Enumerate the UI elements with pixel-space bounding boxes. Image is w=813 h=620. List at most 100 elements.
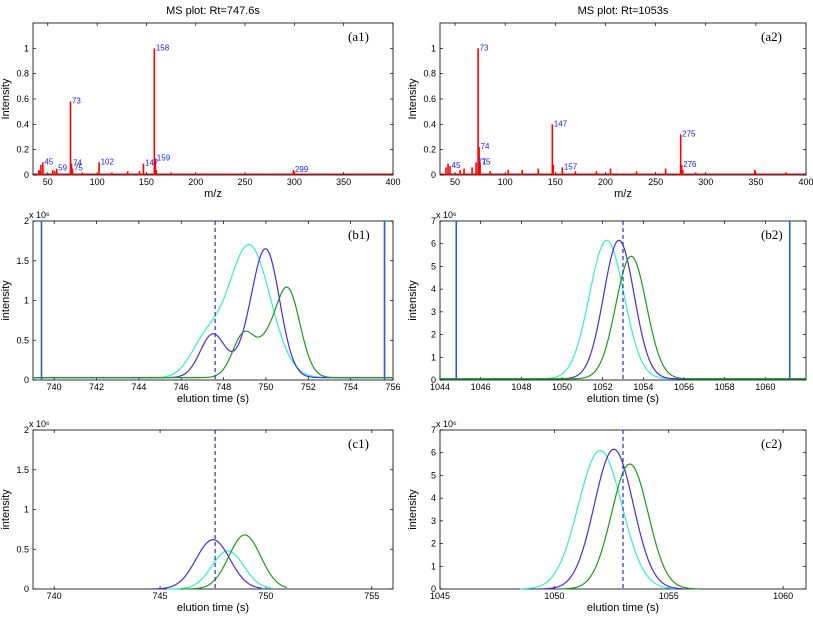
- x-tick-label: 300: [698, 177, 713, 187]
- plot-area-b1: [32, 220, 394, 381]
- peak-label: 73: [480, 43, 489, 52]
- x-tick-label: 1052: [593, 382, 613, 392]
- y-exponent-label: x 10⁶: [29, 419, 50, 429]
- y-tick-label: 0: [431, 375, 436, 385]
- x-tick-label: 200: [598, 177, 613, 187]
- y-tick-label: 0.6: [16, 94, 29, 104]
- x-tick-label: 150: [139, 177, 154, 187]
- peak-label: 75: [74, 164, 83, 173]
- series-line-green: [561, 463, 699, 590]
- x-tick-label: 300: [287, 177, 302, 187]
- x-tick-label: 50: [43, 177, 53, 187]
- chart-b1: 740 742 744 746 748 750 752 754 756 0 0.5 1 1.5 2 elut…: [0, 210, 401, 405]
- x-tick-label: 754: [343, 382, 358, 392]
- peak-label: 45: [44, 157, 53, 166]
- series-line-green: [33, 286, 393, 379]
- y-tick-label: 0.5: [16, 544, 29, 554]
- y-tick-label: 0.2: [423, 145, 436, 155]
- x-tick-label: 752: [301, 382, 316, 392]
- y-exponent-label: x 10⁶: [436, 419, 457, 429]
- peak-label: 73: [72, 97, 81, 106]
- x-tick-label: 746: [174, 382, 189, 392]
- x-tick-label: 250: [648, 177, 663, 187]
- peak-label: 71: [478, 157, 487, 166]
- x-tick-label: 1060: [773, 591, 793, 601]
- y-axis-label: intensity: [407, 489, 419, 530]
- x-axis-label: elution time (s): [177, 602, 249, 614]
- series-line-cyan: [520, 449, 676, 590]
- plot-area-c1: [32, 429, 394, 590]
- peak-label: 299: [295, 165, 309, 174]
- x-tick-label: 1050: [544, 591, 564, 601]
- y-tick-label: 4: [431, 284, 436, 294]
- peak-label: 59: [58, 164, 67, 173]
- x-tick-label: 1044: [430, 382, 450, 392]
- y-tick-label: 2: [24, 425, 29, 435]
- y-tick-label: 0.5: [16, 335, 29, 345]
- y-tick-label: 0: [24, 584, 29, 594]
- y-tick-label: 3: [431, 516, 436, 526]
- x-tick-label: 100: [498, 177, 513, 187]
- x-tick-label: 250: [238, 177, 253, 187]
- x-axis-label: m/z: [204, 188, 222, 200]
- y-tick-label: 2: [24, 216, 29, 226]
- peak-label: 45: [452, 161, 461, 170]
- peak-label: 102: [101, 157, 115, 166]
- y-tick-label: 6: [431, 448, 436, 458]
- y-axis-label: Intensity: [0, 78, 12, 119]
- y-tick-label: 1.5: [16, 256, 29, 266]
- y-tick-label: 2: [431, 539, 436, 549]
- x-tick-label: 400: [798, 177, 813, 187]
- x-axis-label: elution time (s): [177, 393, 249, 405]
- y-tick-label: 0.2: [16, 145, 29, 155]
- series-line-cyan: [166, 550, 273, 590]
- panel-tag-c1: (c1): [348, 436, 369, 451]
- peak-label: 158: [156, 43, 170, 52]
- y-tick-label: 6: [431, 239, 436, 249]
- peak-label: 276: [683, 160, 697, 169]
- peak-label: 75: [482, 157, 491, 166]
- x-axis-label: elution time (s): [587, 393, 659, 405]
- x-tick-label: 350: [748, 177, 763, 187]
- series-line-green: [181, 534, 288, 590]
- x-tick-label: 50: [450, 177, 460, 187]
- y-tick-label: 2: [431, 330, 436, 340]
- y-tick-label: 7: [431, 425, 436, 435]
- y-tick-label: 0: [431, 584, 436, 594]
- peak-label: 74: [481, 142, 490, 151]
- plot-area-a2: [439, 22, 807, 176]
- peak-label: 74: [73, 159, 82, 168]
- y-axis-label: intensity: [0, 489, 12, 530]
- x-tick-label: 1055: [659, 591, 679, 601]
- y-tick-label: 4: [431, 493, 436, 503]
- chart-c2: 1045 1050 1055 1060 0 1 2 3 4 5 6 7 elution time (s)…: [407, 419, 807, 614]
- x-tick-label: 1054: [633, 382, 653, 392]
- x-tick-label: 100: [90, 177, 105, 187]
- panel-tag-a1: (a1): [348, 29, 369, 44]
- y-tick-label: 0.4: [16, 119, 29, 129]
- x-tick-label: 750: [258, 591, 273, 601]
- y-tick-label: 5: [431, 261, 436, 271]
- x-tick-label: 755: [364, 591, 379, 601]
- chart-c1: 740 745 750 755 0 0.5 1 1.5 2 elution time (s) int…: [0, 419, 394, 614]
- x-tick-label: 200: [188, 177, 203, 187]
- panel-tag-b1: (b1): [348, 227, 370, 242]
- x-tick-label: 1056: [674, 382, 694, 392]
- y-tick-label: 1: [431, 352, 436, 362]
- x-tick-label: 742: [89, 382, 104, 392]
- peak-label: 147: [145, 159, 159, 168]
- x-tick-label: 1060: [755, 382, 775, 392]
- y-tick-label: 0: [431, 170, 436, 180]
- y-tick-label: 0.6: [423, 94, 436, 104]
- y-tick-label: 0.8: [16, 69, 29, 79]
- chart-b2: 1044 1046 1048 1050 1052 1054 1056 1058 1060 0 1 2 3…: [407, 210, 807, 405]
- peak-label: 159: [157, 154, 171, 163]
- panel-tag-b2: (b2): [761, 227, 783, 242]
- series-line-purple: [151, 539, 262, 590]
- peak-label: 275: [682, 129, 696, 138]
- chart-title-a2: MS plot: Rt=1053s: [578, 5, 669, 17]
- x-axis-label: elution time (s): [587, 602, 659, 614]
- y-tick-label: 0.8: [423, 69, 436, 79]
- x-tick-label: 756: [385, 382, 400, 392]
